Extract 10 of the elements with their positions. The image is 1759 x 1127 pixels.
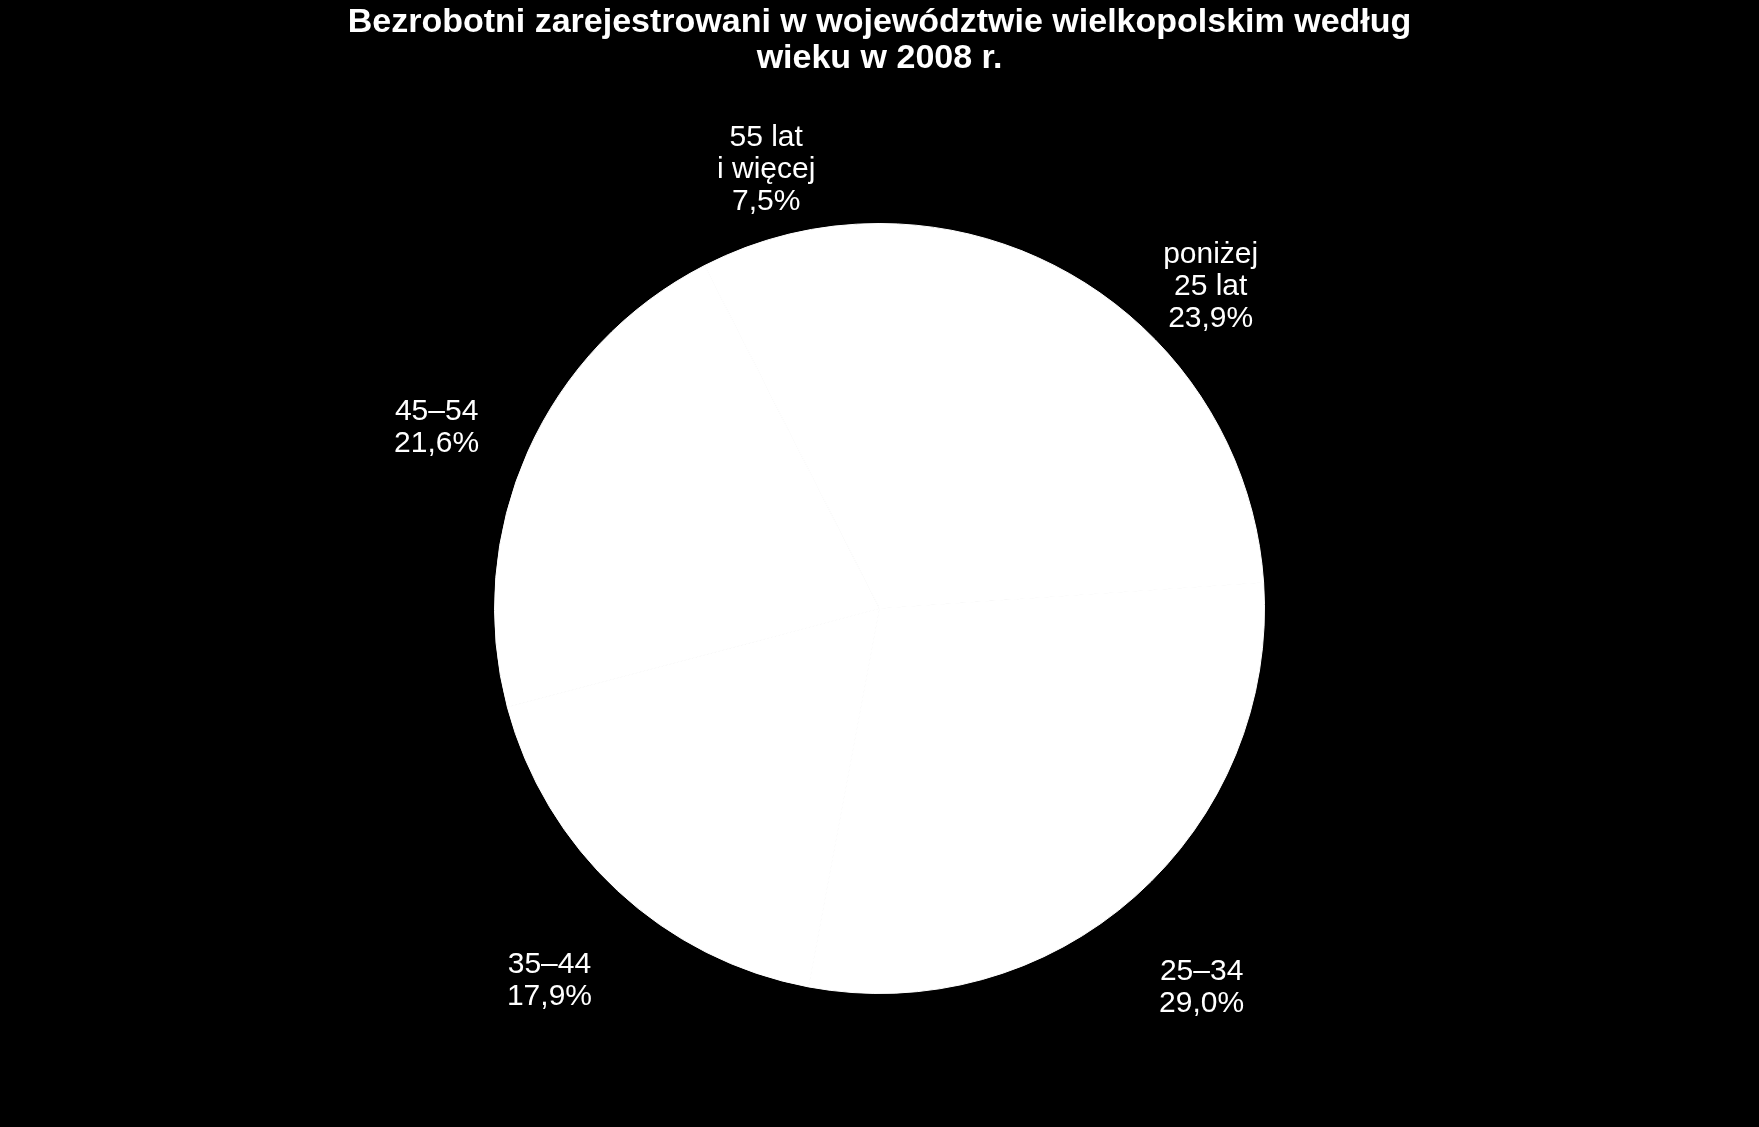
chart-title: Bezrobotni zarejestrowani w województwie wielkopolskim według wieku w 2008 r. xyxy=(347,1,1412,75)
slice-label: 55 lat i więcej xyxy=(716,118,816,184)
data-label: 21,6% xyxy=(394,424,480,458)
slice-label: 35–44 xyxy=(507,945,592,979)
slice-label: 45–54 xyxy=(394,392,479,426)
slice-label: poniżej 25 lat xyxy=(1163,236,1259,302)
data-label: 23,9% xyxy=(1168,300,1254,334)
slice-label: 25–34 xyxy=(1159,953,1244,987)
data-label: 29,0% xyxy=(1159,985,1245,1019)
data-label: 17,9% xyxy=(506,977,592,1011)
